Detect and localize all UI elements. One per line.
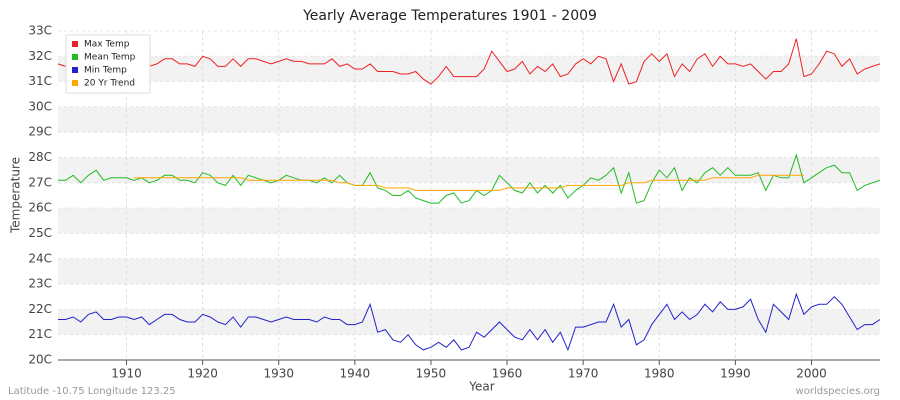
legend-box xyxy=(65,34,151,94)
y-tick-label: 29C xyxy=(28,125,52,139)
series-line xyxy=(134,174,804,191)
legend-marker xyxy=(72,41,78,47)
x-tick-label: 1980 xyxy=(644,367,675,381)
x-tick-label: 1960 xyxy=(492,367,523,381)
x-tick-label: 1950 xyxy=(416,367,447,381)
legend-marker xyxy=(72,67,78,73)
x-tick-label: 1910 xyxy=(111,367,142,381)
y-tick-label: 30C xyxy=(28,99,52,113)
y-tick-label: 22C xyxy=(28,302,52,316)
plot-background xyxy=(58,31,880,360)
y-tick-label: 25C xyxy=(28,226,52,240)
grid-band xyxy=(58,258,880,285)
x-tick-label: 1940 xyxy=(340,367,371,381)
legend-marker xyxy=(72,54,78,60)
series-line xyxy=(58,153,881,204)
y-tick-label: 20C xyxy=(28,353,52,367)
y-tick-label: 32C xyxy=(28,49,52,63)
chart-title: Yearly Average Temperatures 1901 - 2009 xyxy=(302,8,597,24)
footer-left: Latitude -10.75 Longitude 123.25 xyxy=(8,386,176,397)
grid-band xyxy=(58,157,880,183)
y-tick-label: 27C xyxy=(28,175,52,189)
x-axis-label: Year xyxy=(468,380,494,394)
plot-area xyxy=(58,30,880,361)
grid-band xyxy=(58,309,880,335)
y-tick-label: 28C xyxy=(28,150,52,164)
legend-label: Mean Temp xyxy=(84,53,136,63)
series-line xyxy=(57,38,881,85)
x-tick-label: 1990 xyxy=(720,367,751,381)
legend-label: Min Temp xyxy=(84,66,127,76)
footer-right: worldspecies.org xyxy=(796,386,880,397)
y-tick-label: 21C xyxy=(28,327,52,341)
y-tick-label: 24C xyxy=(28,251,52,265)
y-tick-label: 33C xyxy=(28,24,52,38)
y-tick-label: 31C xyxy=(28,74,52,88)
grid-band xyxy=(58,208,880,234)
series-line xyxy=(58,292,881,352)
grid-band xyxy=(58,106,880,133)
legend-label: 20 Yr Trend xyxy=(84,79,135,89)
x-tick-label: 2000 xyxy=(796,367,827,381)
x-tick-label: 1920 xyxy=(187,367,218,381)
y-tick-label: 23C xyxy=(28,277,52,291)
grid-band xyxy=(58,56,880,82)
legend-marker xyxy=(72,80,78,86)
legend-label: Max Temp xyxy=(84,40,130,50)
x-tick-label: 1930 xyxy=(263,367,294,381)
x-tick-label: 1970 xyxy=(568,367,599,381)
y-axis-label: Temperature xyxy=(9,157,23,234)
y-tick-label: 26C xyxy=(28,201,52,215)
